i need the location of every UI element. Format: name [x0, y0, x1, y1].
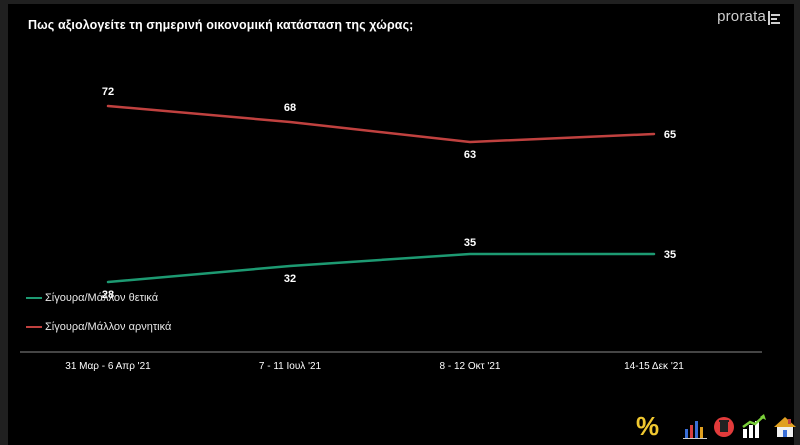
data-label: 35: [464, 237, 476, 249]
series-line-negative: [106, 104, 656, 144]
data-label: 28: [102, 289, 114, 301]
legend-swatch-negative: [26, 326, 42, 328]
data-label: 35: [664, 249, 676, 261]
series-line-positive: [106, 252, 656, 284]
percent-icon: %: [636, 411, 660, 441]
data-label: 63: [464, 149, 476, 161]
chart-title: Πως αξιολογείτε τη σημερινή οικονομική κ…: [28, 18, 414, 32]
legend-swatch-positive: [26, 297, 42, 299]
x-tick-label: 14-15 Δεκ '21: [624, 361, 684, 372]
data-label: 65: [664, 129, 676, 141]
brand-mark-icon: [768, 11, 780, 25]
x-tick-label: 7 - 11 Ιουλ '21: [259, 361, 322, 372]
bar-chart-icon: [683, 421, 708, 439]
house-icon: [774, 417, 797, 437]
legend-item-negative: Σίγουρα/Μάλλον αρνητικά: [26, 321, 171, 333]
x-tick-label: 8 - 12 Οκτ '21: [440, 361, 501, 372]
legend-label-positive: Σίγουρα/Μάλλον θετικά: [45, 292, 159, 304]
footer-icons: %: [636, 409, 797, 439]
data-label: 32: [284, 273, 296, 285]
brand-logo-text: prorata: [717, 8, 766, 25]
trash-bin-icon: [714, 417, 735, 437]
growth-chart-icon: [742, 414, 767, 438]
data-label: 68: [284, 102, 296, 114]
x-tick-label: 31 Μαρ - 6 Απρ '21: [65, 361, 151, 372]
data-label: 72: [102, 86, 114, 98]
legend-item-positive: Σίγουρα/Μάλλον θετικά: [26, 292, 158, 304]
legend-label-negative: Σίγουρα/Μάλλον αρνητικά: [45, 321, 172, 333]
